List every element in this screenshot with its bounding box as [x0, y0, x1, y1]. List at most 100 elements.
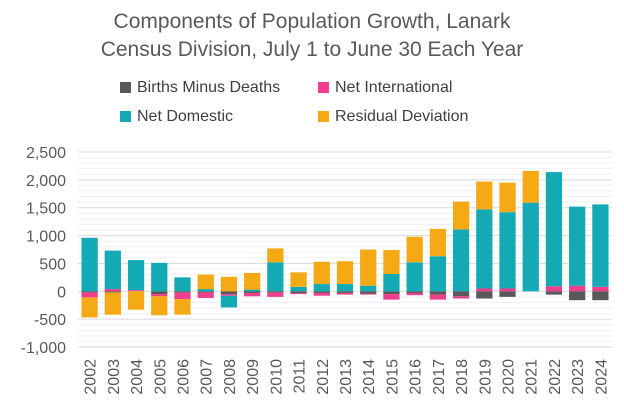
- legend-label-net-international: Net International: [335, 79, 453, 96]
- bar-net-international-2019: [476, 288, 493, 292]
- bar-residual-deviation-2007: [197, 274, 214, 290]
- bar-births-minus-deaths-2003: [104, 291, 121, 293]
- bar-net-domestic-2013: [336, 284, 354, 292]
- bar-net-international-2005: [151, 294, 168, 297]
- bar-residual-deviation-2018: [452, 201, 470, 230]
- x-tick-label: 2004: [129, 359, 146, 395]
- bar-net-international-2003: [104, 289, 121, 292]
- bar-residual-deviation-2003: [104, 292, 121, 315]
- bar-residual-deviation-2004: [127, 291, 145, 310]
- x-tick-label: 2013: [338, 359, 355, 395]
- y-tick-label: 500: [39, 256, 66, 273]
- bar-residual-deviation-2002: [81, 297, 98, 318]
- bar-residual-deviation-2016: [406, 236, 423, 263]
- bar-residual-deviation-2012: [313, 261, 330, 285]
- bar-net-domestic-2011: [290, 286, 307, 292]
- x-tick-label: 2003: [106, 359, 123, 395]
- x-tick-label: 2021: [524, 359, 541, 395]
- bar-net-domestic-2010: [267, 262, 284, 292]
- x-tick-label: 2024: [593, 359, 610, 395]
- chart-title-line-1: Components of Population Growth, Lanark: [113, 10, 511, 33]
- x-tick-label: 2019: [477, 359, 494, 395]
- bar-residual-deviation-2013: [336, 261, 354, 285]
- legend-item-net-domestic: Net Domestic: [120, 107, 233, 127]
- bar-net-domestic-2016: [406, 262, 423, 292]
- bar-residual-deviation-2017: [429, 228, 446, 257]
- x-tick-label: 2012: [315, 359, 332, 395]
- bar-net-international-2016: [406, 292, 423, 296]
- bar-births-minus-deaths-2007: [197, 291, 214, 293]
- bar-births-minus-deaths-2020: [499, 291, 516, 297]
- bar-net-domestic-2008: [220, 295, 238, 308]
- bar-net-international-2015: [383, 294, 400, 300]
- bar-residual-deviation-2010: [267, 248, 284, 263]
- bar-net-domestic-2021: [522, 202, 539, 292]
- bar-births-minus-deaths-2008: [220, 291, 238, 295]
- x-tick-label: 2008: [222, 359, 239, 395]
- x-tick-label: 2022: [547, 359, 564, 395]
- y-axis-tick-labels: -1,000 -500 0 500 1,000 1,500 2,000 2,500: [21, 145, 66, 357]
- bar-births-minus-deaths-2009: [244, 291, 261, 293]
- bar-net-domestic-2014: [360, 285, 377, 292]
- bar-residual-deviation-2019: [476, 181, 493, 210]
- bar-net-international-2006: [174, 292, 191, 300]
- bar-net-international-2017: [429, 294, 446, 300]
- bar-net-domestic-2023: [569, 206, 586, 286]
- bar-residual-deviation-2009: [244, 272, 261, 290]
- legend-swatch-net-domestic: [120, 111, 131, 122]
- bar-residual-deviation-2005: [151, 296, 168, 316]
- bar-net-domestic-2004: [127, 260, 145, 291]
- bar-net-international-2010: [267, 292, 284, 297]
- legend-swatch-births-minus-deaths: [120, 82, 131, 93]
- bar-net-domestic-2002: [81, 237, 98, 292]
- bar-residual-deviation-2006: [174, 299, 191, 315]
- bar-net-domestic-2018: [452, 229, 470, 292]
- x-tick-label: 2023: [570, 359, 587, 395]
- bar-net-domestic-2017: [429, 256, 446, 292]
- x-tick-label: 2002: [83, 359, 100, 395]
- bar-net-international-2020: [499, 288, 516, 292]
- chart-title-line-2: Census Division, July 1 to June 30 Each …: [100, 38, 524, 61]
- bar-net-domestic-2003: [104, 250, 121, 290]
- bar-net-domestic-2020: [499, 212, 516, 289]
- bar-net-international-2014: [360, 293, 377, 295]
- bar-net-international-2008: [220, 294, 238, 296]
- bar-net-international-2023: [569, 285, 586, 292]
- bar-net-international-2012: [313, 292, 330, 296]
- x-tick-label: 2009: [245, 359, 262, 395]
- chart-title: Components of Population Growth, Lanark …: [0, 8, 624, 64]
- legend-swatch-net-international: [318, 82, 329, 93]
- x-tick-label: 2015: [384, 359, 401, 395]
- bar-births-minus-deaths-2006: [174, 291, 191, 293]
- x-tick-label: 2017: [431, 359, 448, 395]
- bar-births-minus-deaths-2016: [406, 291, 423, 293]
- bar-net-domestic-2015: [383, 274, 400, 292]
- bar-births-minus-deaths-2013: [336, 291, 354, 293]
- x-tick-label: 2018: [454, 359, 471, 395]
- bar-births-minus-deaths-2022: [545, 291, 563, 295]
- y-tick-label: 2,000: [26, 173, 66, 190]
- bar-net-domestic-2006: [174, 277, 191, 292]
- x-axis-tick-labels: 2002 2003 2004 2005 2006 2007 2008 2009 2010 2011…: [83, 359, 611, 395]
- x-tick-label: 2010: [268, 359, 285, 395]
- bar-births-minus-deaths-2010: [267, 291, 284, 293]
- x-tick-label: 2014: [361, 359, 378, 395]
- bar-net-domestic-2019: [476, 209, 493, 289]
- x-tick-label: 2016: [408, 359, 425, 395]
- bar-births-minus-deaths-2005: [151, 291, 168, 295]
- bar-net-international-2013: [336, 292, 354, 295]
- bar-births-minus-deaths-2002: [81, 291, 98, 293]
- legend-item-residual-deviation: Residual Deviation: [318, 107, 468, 127]
- bar-residual-deviation-2014: [360, 249, 377, 286]
- bar-net-domestic-2022: [545, 172, 563, 287]
- bar-marks: [81, 170, 609, 318]
- y-tick-label: -500: [34, 312, 66, 329]
- bar-births-minus-deaths-2023: [569, 291, 586, 301]
- bar-net-domestic-2024: [592, 204, 609, 287]
- y-tick-label: 0: [57, 284, 66, 301]
- bar-residual-deviation-2020: [499, 182, 516, 213]
- bar-net-international-2004: [127, 290, 145, 292]
- bar-births-minus-deaths-2012: [313, 291, 330, 293]
- bar-net-international-2018: [452, 296, 470, 299]
